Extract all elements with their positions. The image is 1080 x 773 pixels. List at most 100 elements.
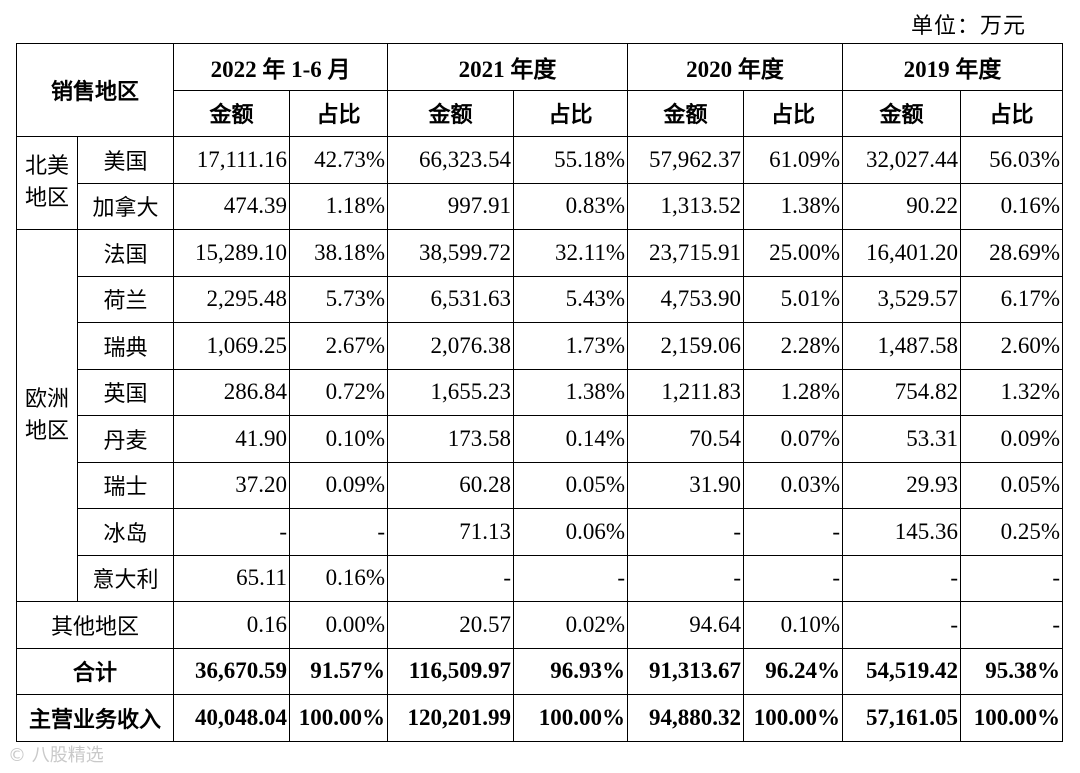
ratio-cell: 32.11%	[513, 229, 629, 277]
ratio-cell: 25.00%	[743, 229, 844, 277]
header-row-metrics: 金额 占比 金额 占比 金额 占比 金额 占比	[17, 89, 1064, 137]
table-row: 荷兰 2,295.48 5.73% 6,531.63 5.43% 4,753.90 5.01…	[17, 275, 1064, 323]
ratio-cell: 2.67%	[289, 322, 389, 370]
ratio-cell: 96.24%	[743, 647, 844, 695]
amount-cell: 40,048.04	[173, 694, 291, 742]
ratio-cell: 0.05%	[960, 461, 1064, 509]
unit-label: 单位：万元	[910, 14, 1026, 39]
amount-cell: 41.90	[173, 415, 291, 463]
ratio-cell: 0.16%	[960, 182, 1064, 230]
amount-cell: 20.57	[387, 601, 515, 649]
amount-cell: 997.91	[387, 182, 515, 230]
ratio-cell: 28.69%	[960, 229, 1064, 277]
amount-cell: 70.54	[627, 415, 745, 463]
ratio-cell: 1.73%	[513, 322, 629, 370]
amount-cell: 94.64	[627, 601, 745, 649]
ratio-cell: 0.00%	[289, 601, 389, 649]
period-header: 2021 年度	[387, 43, 629, 91]
ratio-cell: -	[289, 508, 389, 556]
ratio-cell: 0.03%	[743, 461, 844, 509]
row-label: 合计	[15, 647, 175, 695]
ratio-cell: 2.28%	[743, 322, 844, 370]
country-cell: 加拿大	[76, 182, 175, 230]
ratio-cell: 2.60%	[960, 322, 1064, 370]
ratio-cell: 42.73%	[289, 136, 389, 184]
amount-cell: 286.84	[173, 368, 291, 416]
region-group-label: 北美 地区	[16, 136, 78, 230]
ratio-cell: 1.18%	[289, 182, 389, 230]
country-cell: 美国	[76, 136, 175, 184]
ratio-header: 占比	[960, 89, 1064, 137]
ratio-cell: 0.16%	[289, 554, 389, 602]
ratio-cell: 0.05%	[513, 461, 629, 509]
amount-cell: 54,519.42	[842, 647, 962, 695]
ratio-cell: 38.18%	[289, 229, 389, 277]
ratio-cell: 0.06%	[513, 508, 629, 556]
ratio-cell: 56.03%	[960, 136, 1064, 184]
amount-cell: -	[627, 554, 745, 602]
country-cell: 荷兰	[76, 275, 175, 323]
amount-cell: -	[842, 601, 962, 649]
amount-header: 金额	[387, 89, 515, 137]
table-row: 加拿大 474.39 1.18% 997.91 0.83% 1,313.52 1.38% 90…	[17, 182, 1064, 230]
amount-cell: 1,069.25	[173, 322, 291, 370]
country-cell: 英国	[76, 368, 175, 416]
sales-by-region-table: 销售地区 2022 年 1-6 月 2021 年度 2020 年度 2019 年…	[15, 43, 1064, 742]
ratio-cell: 100.00%	[960, 694, 1064, 742]
ratio-header: 占比	[513, 89, 629, 137]
ratio-cell: 100.00%	[743, 694, 844, 742]
amount-cell: 94,880.32	[627, 694, 745, 742]
ratio-header: 占比	[743, 89, 844, 137]
country-cell: 瑞士	[76, 461, 175, 509]
amount-cell: 90.22	[842, 182, 962, 230]
ratio-cell: 0.07%	[743, 415, 844, 463]
amount-cell: 4,753.90	[627, 275, 745, 323]
period-header: 2019 年度	[842, 43, 1064, 91]
table-row: 英国 286.84 0.72% 1,655.23 1.38% 1,211.83 1.28% 7…	[17, 368, 1064, 416]
period-header: 2022 年 1-6 月	[173, 43, 389, 91]
country-cell: 丹麦	[76, 415, 175, 463]
amount-cell: 17,111.16	[173, 136, 291, 184]
amount-cell: 1,211.83	[627, 368, 745, 416]
amount-cell: 71.13	[387, 508, 515, 556]
table-row: 欧洲 地区 法国 15,289.10 38.18% 38,599.72 32.11% 23,7…	[16, 229, 1064, 602]
country-cell: 法国	[76, 229, 175, 277]
amount-cell: 0.16	[173, 601, 291, 649]
ratio-cell: 1.38%	[513, 368, 629, 416]
amount-cell: 23,715.91	[627, 229, 745, 277]
ratio-cell: 5.73%	[289, 275, 389, 323]
ratio-cell: 96.93%	[513, 647, 629, 695]
country-cell: 意大利	[76, 554, 175, 602]
amount-cell: 37.20	[173, 461, 291, 509]
ratio-cell: 1.32%	[960, 368, 1064, 416]
amount-cell: 2,295.48	[173, 275, 291, 323]
country-cell: 瑞典	[76, 322, 175, 370]
ratio-cell: 55.18%	[513, 136, 629, 184]
amount-header: 金额	[627, 89, 745, 137]
ratio-cell: 5.43%	[513, 275, 629, 323]
amount-cell: 120,201.99	[387, 694, 515, 742]
ratio-cell: 6.17%	[960, 275, 1064, 323]
other-region-row: 其他地区 0.16 0.00% 20.57 0.02% 94.64 0.10% - -	[15, 601, 1064, 649]
amount-header: 金额	[842, 89, 962, 137]
ratio-cell: 5.01%	[743, 275, 844, 323]
header-row-periods: 销售地区 2022 年 1-6 月 2021 年度 2020 年度 2019 年…	[15, 43, 1064, 137]
amount-cell: 57,161.05	[842, 694, 962, 742]
ratio-cell: 1.28%	[743, 368, 844, 416]
amount-cell: 116,509.97	[387, 647, 515, 695]
table-row: 丹麦 41.90 0.10% 173.58 0.14% 70.54 0.07% 53.31 0.…	[17, 415, 1064, 463]
amount-cell: 2,076.38	[387, 322, 515, 370]
ratio-cell: 0.09%	[289, 461, 389, 509]
country-cell: 冰岛	[76, 508, 175, 556]
ratio-cell: -	[743, 508, 844, 556]
amount-cell: 53.31	[842, 415, 962, 463]
amount-cell: 60.28	[387, 461, 515, 509]
ratio-cell: 100.00%	[513, 694, 629, 742]
row-label: 其他地区	[15, 601, 175, 649]
region-group-label: 欧洲 地区	[16, 229, 78, 602]
amount-cell: 1,487.58	[842, 322, 962, 370]
amount-cell: 38,599.72	[387, 229, 515, 277]
amount-cell: 15,289.10	[173, 229, 291, 277]
table-row: 冰岛 - -71.13 0.06% - -145.36 0.25%	[17, 508, 1064, 556]
revenue-row: 主营业务收入 40,048.04 100.00% 120,201.99 100.00% 9…	[15, 694, 1064, 742]
